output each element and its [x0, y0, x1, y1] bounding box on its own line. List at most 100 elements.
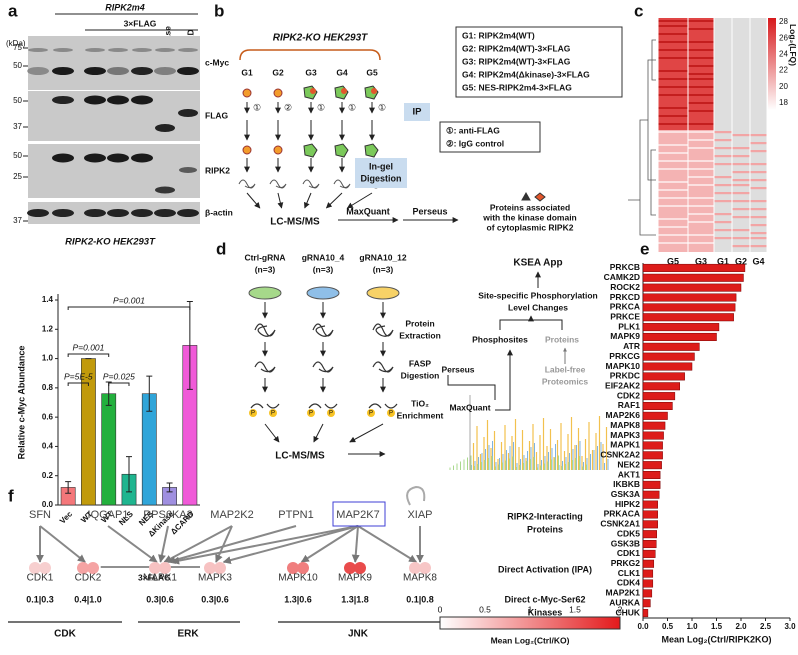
result-text: of cytoplasmic RIPK2: [487, 222, 574, 232]
band: [85, 48, 105, 52]
phospho: [327, 409, 335, 417]
heatmap-row: [732, 229, 750, 232]
y-tick-label: MAP2K6: [606, 410, 641, 420]
kinase-icon: [419, 562, 431, 574]
bracket: [67, 306, 191, 310]
marker-label: 37: [13, 216, 22, 225]
bar: [642, 589, 653, 598]
bar: [642, 549, 656, 558]
band: [131, 153, 153, 163]
y-tick-label: MAPK10: [606, 361, 641, 371]
heatmap-row: [750, 216, 767, 219]
heatmap-block: [658, 18, 688, 130]
peptide: [269, 179, 287, 189]
kinase-icon: [87, 562, 99, 574]
heatmap-row: [688, 57, 714, 59]
band: [179, 167, 197, 173]
heatmap-row: [658, 57, 688, 59]
heatmap-row: [658, 78, 688, 80]
band: [107, 67, 129, 75]
band: [131, 95, 153, 105]
phosphopeptide: [308, 403, 338, 409]
heatmap-row: [688, 123, 714, 125]
band: [53, 48, 73, 52]
error-bar: [65, 481, 72, 494]
family-label: ERK: [177, 629, 199, 640]
panel-label: e: [640, 239, 649, 258]
y-tick-label: ROCK2: [610, 282, 640, 292]
edge: [107, 525, 158, 563]
bar: [642, 530, 657, 539]
edge: [222, 525, 359, 565]
proteins: Proteins: [545, 334, 579, 344]
y-tick-label: MAPK9: [610, 331, 640, 341]
band: [178, 48, 198, 52]
heatmap-row: [658, 168, 688, 170]
peptide: [372, 361, 394, 373]
step-label: Extraction: [399, 330, 441, 340]
band: [154, 209, 176, 217]
bar: [642, 579, 654, 588]
y-tick-label: CLK1: [618, 568, 640, 578]
y-tick-label: MAPK3: [610, 430, 640, 440]
heatmap-row: [688, 110, 714, 112]
bar: [642, 510, 658, 519]
heatmap-row: [658, 197, 688, 199]
cell: [341, 88, 347, 94]
kinase-icon: [39, 562, 51, 574]
band: [84, 209, 106, 217]
marker-label: 75: [13, 43, 22, 52]
heatmap-row: [658, 144, 688, 146]
ip-label: IP: [413, 107, 423, 118]
kinase-icon: [149, 562, 161, 574]
sample-label: gRNA10_12: [359, 252, 407, 262]
heatmap-row: [750, 134, 767, 137]
site-specific: Level Changes: [508, 302, 568, 312]
edge: [158, 525, 169, 563]
band: [154, 67, 176, 75]
bar: [642, 392, 676, 401]
edge: [163, 525, 233, 563]
colorbar: [439, 616, 621, 630]
panel-label: b: [214, 1, 224, 20]
heatmap-row: [688, 176, 714, 178]
ksea: KSEA App: [513, 258, 562, 269]
column-label: G4: [752, 256, 764, 266]
bar: [642, 599, 651, 608]
heatmap-row: [750, 187, 767, 190]
heatmap-row: [732, 192, 750, 195]
band: [177, 67, 199, 75]
bar: [642, 293, 737, 302]
sample-label: (n=3): [313, 264, 334, 274]
arrow: [447, 375, 496, 400]
x-tick-label: 2.0: [735, 622, 747, 631]
colorbar-tick: 18: [779, 98, 788, 107]
legend-text: Direct c-Myc-Ser62: [504, 594, 585, 604]
heatmap-row: [750, 179, 767, 182]
heatmap-row: [688, 41, 714, 43]
panel-label: a: [8, 1, 18, 20]
y-tick-label: AURKA: [609, 597, 640, 607]
heatmap-row: [688, 213, 714, 215]
bar: [642, 500, 658, 509]
heatmap-row: [658, 107, 688, 109]
heatmap-row: [658, 20, 688, 22]
line: [264, 423, 280, 443]
result-text: with the kinase domain: [482, 212, 577, 222]
cell: [371, 88, 377, 94]
heatmap-row: [688, 28, 714, 30]
heatmap-row: [750, 200, 767, 203]
heatmap-row: [658, 218, 688, 220]
legend-text: G1: RIPK2m4(WT): [462, 30, 535, 40]
y-tick-label: GSK3B: [611, 538, 640, 548]
heatmap-row: [732, 147, 750, 150]
y-tick-label: CDK2: [617, 390, 640, 400]
colorbar-tick: 2: [618, 604, 623, 614]
y-tick-label: CSNK2A1: [600, 519, 640, 529]
heatmap-row: [658, 70, 688, 72]
band: [155, 186, 175, 194]
y-tick-label: MAPK1: [610, 440, 640, 450]
band: [84, 153, 106, 163]
kda-label: (kDa): [6, 39, 26, 48]
kinase-icon: [204, 562, 216, 574]
